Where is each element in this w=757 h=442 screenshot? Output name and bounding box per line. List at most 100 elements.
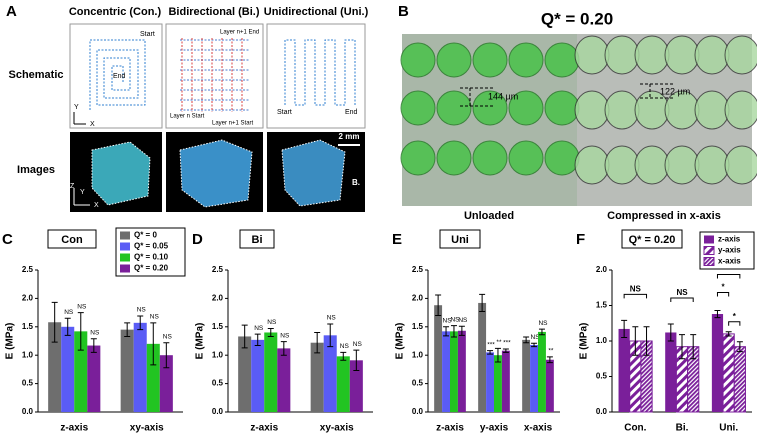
x-tick-label: x-axis xyxy=(524,423,553,434)
error-bar xyxy=(531,342,538,348)
x-tick-label: z-axis xyxy=(60,423,88,434)
significance: ** xyxy=(496,339,502,346)
bracket xyxy=(670,297,694,302)
significance: NS xyxy=(137,307,147,314)
y-tick-label: 0.5 xyxy=(412,379,424,388)
bracket-label: NS xyxy=(676,288,688,297)
droplet xyxy=(694,90,730,130)
y-axis-label: E (MPa) xyxy=(395,323,406,360)
panel-letter: D xyxy=(192,231,203,248)
image-label: Unloaded xyxy=(464,210,514,222)
droplet xyxy=(400,140,436,176)
significance: NS xyxy=(150,314,160,321)
error-bar xyxy=(546,356,553,364)
bar xyxy=(61,326,75,412)
bar xyxy=(133,322,147,412)
title-box xyxy=(439,229,481,249)
significance: NS xyxy=(538,320,548,327)
significance: NS xyxy=(443,318,453,325)
bar xyxy=(545,359,554,412)
axis xyxy=(611,270,752,413)
bar xyxy=(336,356,350,412)
column-header: Concentric (Con.) xyxy=(69,6,162,18)
bracket xyxy=(728,321,741,326)
significance: *** xyxy=(503,340,511,347)
error-bar xyxy=(254,333,261,347)
error-bar xyxy=(327,323,334,348)
bar xyxy=(522,339,531,412)
error-bar xyxy=(435,294,442,316)
droplet xyxy=(472,90,508,126)
droplet xyxy=(400,90,436,126)
significance: NS xyxy=(267,319,277,326)
y-tick-label: 0.0 xyxy=(596,407,608,416)
droplet xyxy=(436,90,472,126)
y-axis-label: E (MPa) xyxy=(5,323,16,360)
y-tick-label: 1.5 xyxy=(22,322,34,331)
x-tick-label: Uni. xyxy=(719,423,738,434)
marker-label: B. xyxy=(352,178,360,187)
y-tick-label: 0.0 xyxy=(22,407,34,416)
error-bar xyxy=(714,309,721,319)
droplet xyxy=(508,90,544,126)
legend-swatch xyxy=(120,264,130,273)
significance: ** xyxy=(548,348,554,355)
y-tick-label: 2.5 xyxy=(212,265,224,274)
column-header: Unidirectional (Uni.) xyxy=(264,6,369,18)
chart-title: Uni xyxy=(451,234,469,246)
droplet xyxy=(724,90,757,130)
droplet xyxy=(664,145,700,185)
legend-swatch xyxy=(703,246,715,255)
y-tick-label: 0.5 xyxy=(22,379,34,388)
error-bar xyxy=(137,315,144,331)
gap-marker xyxy=(640,83,675,99)
bar xyxy=(722,333,735,413)
droplet xyxy=(694,145,730,185)
error-bar xyxy=(150,322,157,366)
bar xyxy=(74,331,88,412)
droplet xyxy=(724,145,757,185)
bar xyxy=(450,331,458,412)
x-tick-label: Con. xyxy=(624,423,646,434)
bar xyxy=(457,330,466,412)
y-tick-label: 1.0 xyxy=(212,350,224,359)
bar xyxy=(434,305,443,412)
panel-title: Q* = 0.20 xyxy=(541,9,613,28)
panel-letter: C xyxy=(2,231,13,248)
bracket xyxy=(716,273,741,279)
droplet xyxy=(436,140,472,176)
x-tick-label: xy-axis xyxy=(320,423,354,434)
bar xyxy=(264,332,278,412)
chart-title: Con xyxy=(61,234,83,246)
droplet xyxy=(508,140,544,176)
significance: NS xyxy=(64,309,74,316)
sample xyxy=(91,141,151,206)
legend-swatch xyxy=(120,231,130,240)
toolpath xyxy=(180,39,250,111)
droplet xyxy=(634,35,670,75)
droplet xyxy=(574,35,610,75)
axis-label: Y xyxy=(80,189,85,196)
bar xyxy=(323,335,337,412)
legend-label: Q* = 0.20 xyxy=(134,264,169,273)
droplet xyxy=(544,90,580,126)
x-tick-label: z-axis xyxy=(436,423,464,434)
error-bar xyxy=(538,328,545,336)
axis-icon xyxy=(73,188,90,206)
bar xyxy=(538,331,546,412)
error-bar xyxy=(643,326,650,356)
y-tick-label: 2.5 xyxy=(412,265,424,274)
y-tick-label: 1.5 xyxy=(212,322,224,331)
row-header: Schematic xyxy=(8,69,63,81)
x-tick-label: xy-axis xyxy=(130,423,164,434)
error-bar xyxy=(494,347,501,363)
bar xyxy=(310,342,324,412)
significance: NS xyxy=(340,343,350,350)
droplet xyxy=(694,35,730,75)
droplets xyxy=(400,35,757,185)
droplet xyxy=(400,42,436,78)
axis-label: Z xyxy=(70,183,75,190)
bracket-label: * xyxy=(733,312,737,321)
path-label: End xyxy=(113,73,126,80)
